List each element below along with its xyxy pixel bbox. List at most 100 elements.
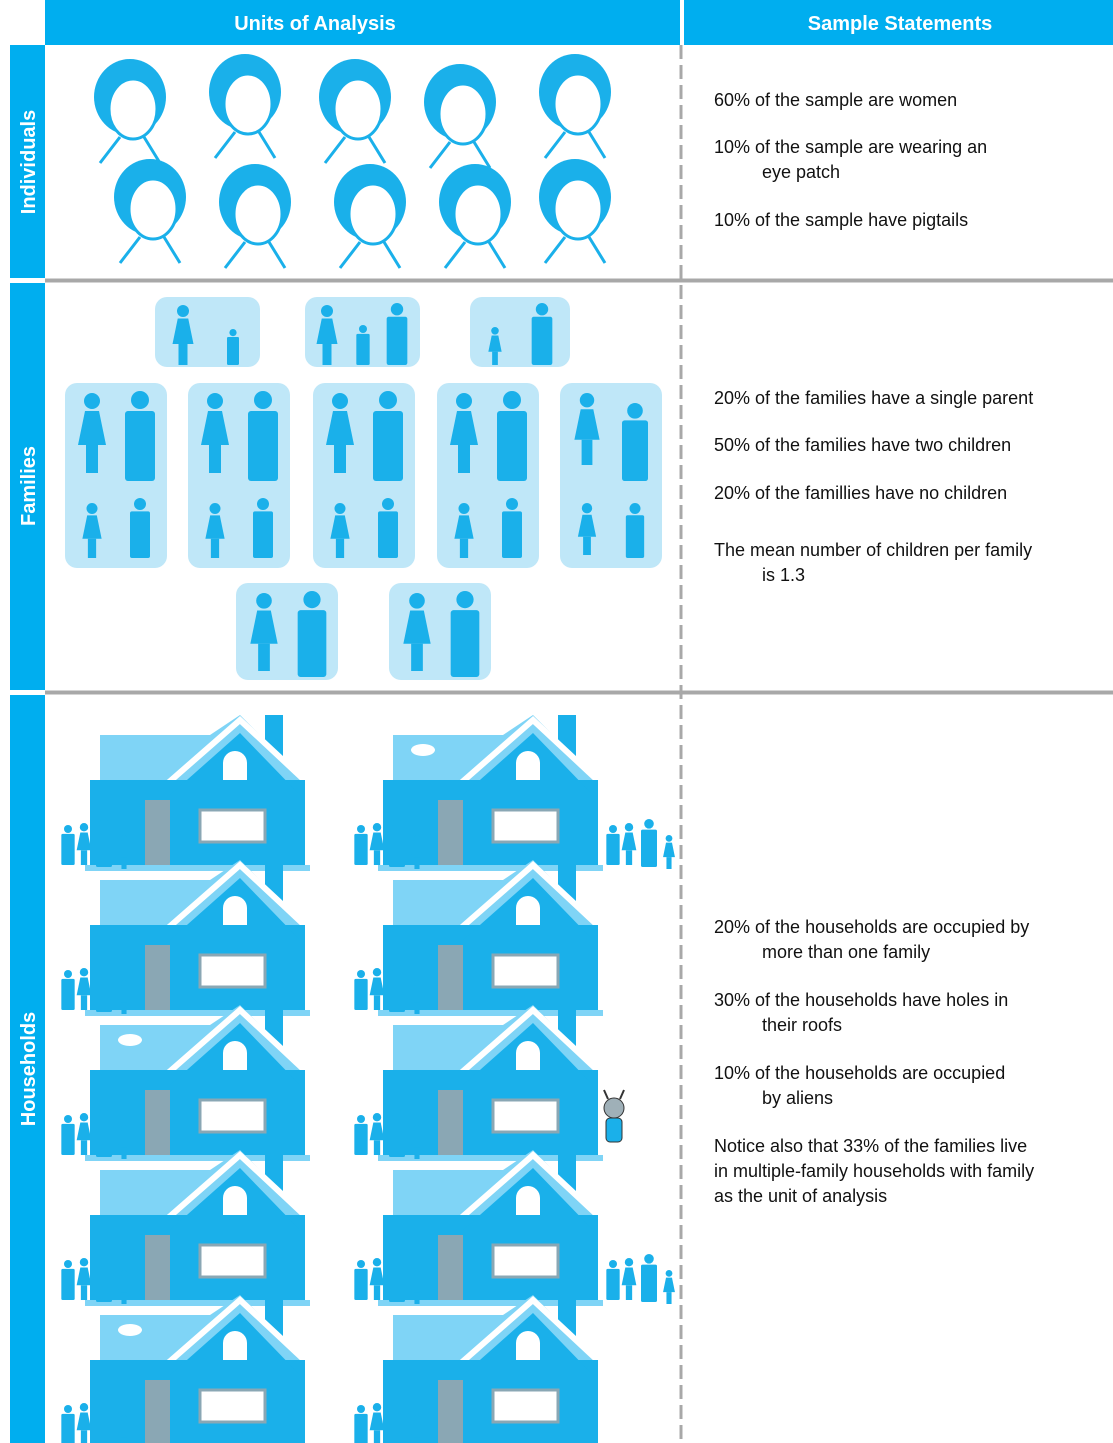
legs bbox=[666, 857, 672, 869]
body bbox=[297, 610, 327, 677]
gable bbox=[158, 1295, 318, 1373]
head bbox=[629, 503, 641, 514]
legs bbox=[625, 1285, 633, 1300]
dress bbox=[76, 1267, 92, 1286]
window bbox=[491, 1388, 560, 1424]
head bbox=[413, 1415, 421, 1422]
dress bbox=[316, 318, 338, 344]
face bbox=[232, 182, 284, 246]
head bbox=[332, 393, 348, 409]
head bbox=[256, 593, 272, 609]
roof-hole bbox=[118, 1034, 142, 1046]
head bbox=[357, 825, 365, 833]
head bbox=[177, 305, 189, 317]
body bbox=[61, 833, 75, 865]
dress bbox=[411, 842, 423, 858]
head bbox=[357, 1260, 365, 1268]
head bbox=[627, 403, 643, 419]
door bbox=[145, 1090, 170, 1155]
head bbox=[99, 1254, 109, 1264]
head bbox=[409, 593, 425, 609]
body bbox=[389, 1119, 405, 1157]
face-icon bbox=[539, 159, 611, 264]
face-icon bbox=[424, 64, 496, 169]
neck bbox=[543, 236, 607, 264]
statement: 50% of the families have two children bbox=[714, 435, 1011, 455]
legs bbox=[581, 439, 593, 465]
dress bbox=[205, 515, 225, 539]
dress bbox=[403, 610, 431, 644]
row-label-bar bbox=[10, 45, 45, 278]
window bbox=[491, 808, 560, 844]
head bbox=[64, 1260, 72, 1268]
dress bbox=[621, 1267, 637, 1286]
head bbox=[257, 498, 269, 510]
face-icon bbox=[209, 54, 281, 159]
head bbox=[491, 327, 499, 335]
head bbox=[99, 964, 109, 974]
body bbox=[386, 316, 408, 365]
head bbox=[79, 1113, 89, 1122]
dress bbox=[369, 1122, 385, 1141]
door bbox=[438, 800, 463, 865]
door bbox=[438, 945, 463, 1010]
head bbox=[392, 1399, 402, 1409]
dress bbox=[454, 515, 474, 539]
head bbox=[207, 393, 223, 409]
legs bbox=[121, 1437, 127, 1443]
head bbox=[392, 1254, 402, 1264]
head bbox=[624, 823, 634, 832]
dress bbox=[574, 409, 600, 440]
head bbox=[79, 823, 89, 832]
row-label: Households bbox=[18, 1012, 40, 1126]
body bbox=[497, 411, 527, 481]
head bbox=[134, 498, 146, 510]
head bbox=[644, 1254, 654, 1264]
legs bbox=[80, 850, 88, 865]
body bbox=[96, 1409, 112, 1443]
legs bbox=[80, 1285, 88, 1300]
attic-window bbox=[223, 1041, 247, 1070]
body bbox=[96, 974, 112, 1012]
step bbox=[378, 1010, 603, 1016]
dress bbox=[118, 1422, 130, 1438]
body bbox=[248, 411, 278, 481]
head bbox=[99, 1399, 109, 1409]
head bbox=[624, 1258, 634, 1267]
legs bbox=[258, 643, 270, 671]
house-icon bbox=[61, 1150, 318, 1306]
neck bbox=[323, 136, 387, 164]
family-icon bbox=[470, 297, 570, 367]
header-right: Sample Statements bbox=[808, 13, 993, 35]
head bbox=[120, 1125, 128, 1132]
body bbox=[450, 610, 480, 677]
statement: 10% of the sample have pigtails bbox=[714, 210, 968, 230]
head bbox=[579, 393, 595, 408]
window bbox=[198, 953, 267, 989]
face-icon bbox=[334, 164, 406, 269]
attic-window bbox=[516, 1041, 540, 1070]
dress bbox=[82, 515, 102, 539]
body bbox=[61, 978, 75, 1010]
head bbox=[382, 498, 394, 510]
body bbox=[125, 411, 155, 481]
neck bbox=[543, 131, 607, 159]
neck bbox=[338, 241, 402, 269]
family-icon bbox=[236, 583, 338, 680]
neck bbox=[428, 141, 492, 169]
legs bbox=[80, 995, 88, 1010]
statement: 20% of the families have a single parent bbox=[714, 388, 1033, 408]
attic-window bbox=[223, 1331, 247, 1360]
gable bbox=[451, 715, 611, 793]
body bbox=[531, 316, 553, 365]
window bbox=[198, 1243, 267, 1279]
head bbox=[392, 964, 402, 974]
head bbox=[609, 825, 617, 833]
head bbox=[64, 825, 72, 833]
statement: 10% of the sample are wearing an bbox=[714, 137, 987, 157]
dress bbox=[369, 1412, 385, 1431]
dress bbox=[172, 318, 194, 344]
family-icon bbox=[313, 383, 415, 568]
dress bbox=[76, 1412, 92, 1431]
head bbox=[372, 1113, 382, 1122]
